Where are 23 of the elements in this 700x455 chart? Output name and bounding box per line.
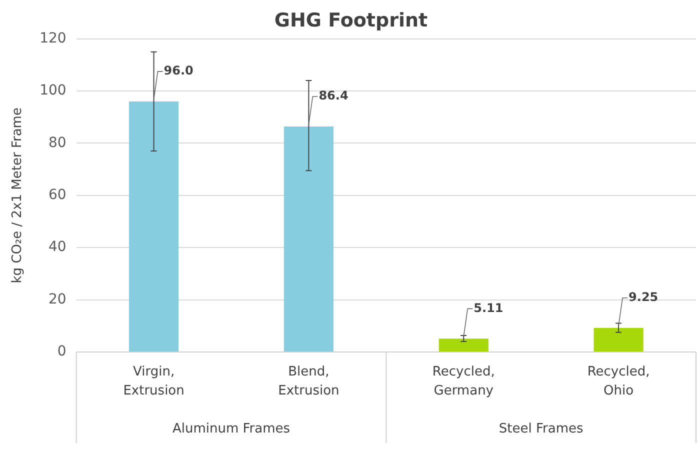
y-tick-label: 100: [40, 82, 66, 99]
bar: [594, 328, 644, 352]
x-tick-label: Blend, Extrusion: [278, 364, 340, 398]
x-tick-label: Recycled, Germany: [432, 364, 495, 398]
bar: [284, 126, 334, 352]
y-axis-title: kg CO₂e / 2x1 Meter Frame: [10, 108, 26, 284]
y-tick-label: 40: [48, 239, 66, 256]
y-tick-label: 0: [57, 344, 66, 360]
x-tick-label: Virgin, Extrusion: [123, 364, 184, 398]
y-tick-label: 120: [40, 30, 66, 46]
y-tick-label: 60: [48, 187, 66, 204]
y-tick-label: 20: [48, 291, 66, 308]
data-label: 96.0: [164, 64, 194, 78]
data-label: 86.4: [318, 88, 348, 103]
text: Steel Frames: [498, 421, 584, 436]
bar: [128, 101, 179, 352]
data-label: 5.11: [474, 300, 504, 315]
chart-title: GHG Footprint: [274, 9, 428, 32]
y-tick-label: 80: [48, 134, 66, 151]
data-label: 9.25: [628, 290, 658, 304]
text: Aluminum Frames: [172, 421, 290, 436]
x-tick-label: Recycled, Ohio: [587, 364, 650, 398]
bar: [438, 338, 488, 352]
